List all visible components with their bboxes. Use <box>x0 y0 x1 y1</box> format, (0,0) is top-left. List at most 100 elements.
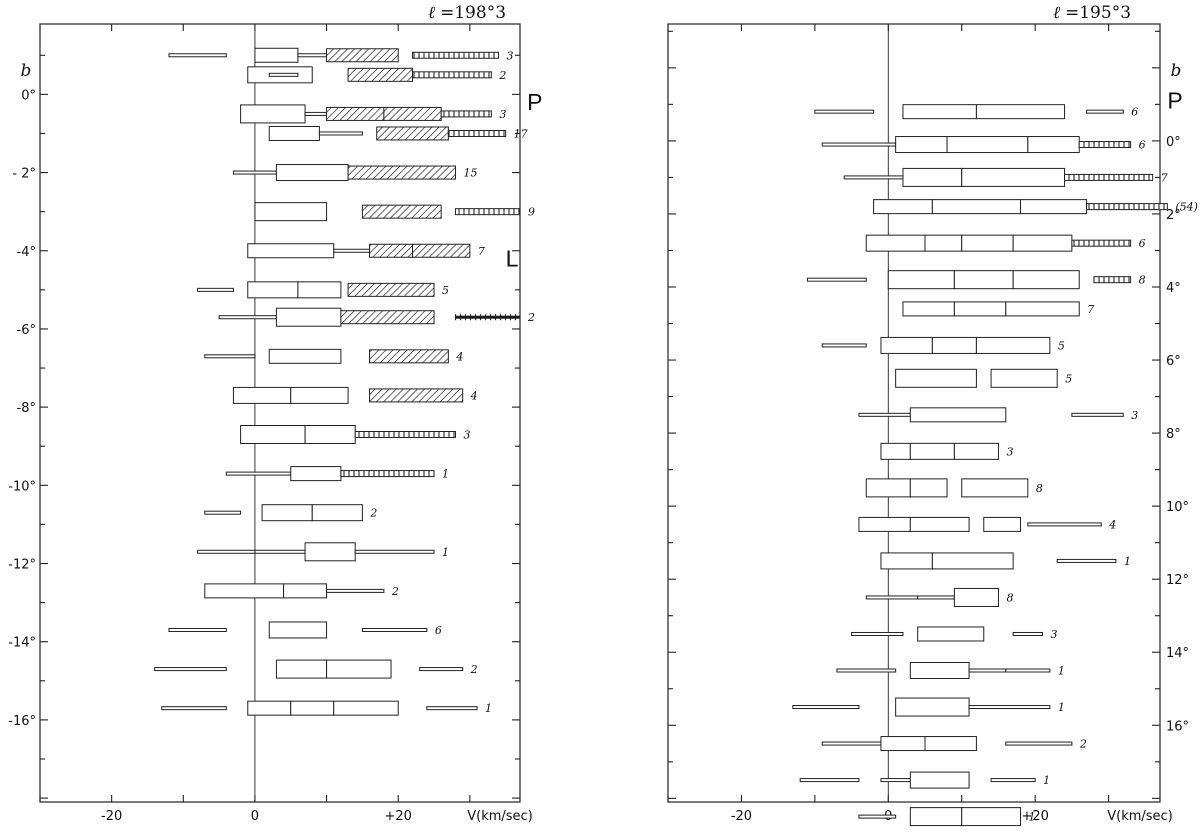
emission-component <box>297 53 328 58</box>
profile-row: 1 <box>836 662 1065 680</box>
emission-component <box>895 136 948 154</box>
emission-component <box>1027 136 1080 154</box>
row-count-label: 3 <box>1006 445 1013 458</box>
row-count-label: 2 <box>527 311 535 324</box>
emission-component <box>865 595 919 600</box>
emission-component <box>304 542 356 562</box>
emission-component <box>975 104 1066 120</box>
x-tick-label: -20 <box>731 809 752 824</box>
row-count-label: 2 <box>498 69 506 82</box>
profile-row: 9 <box>254 202 535 222</box>
title-symbol: ℓ <box>428 3 435 23</box>
y-tick-label: -6° <box>17 323 36 338</box>
annotation-P: P <box>1167 88 1182 114</box>
profile-row: 8 <box>807 270 1146 290</box>
emission-component <box>361 627 428 632</box>
emission-component <box>961 234 1014 252</box>
emission-component <box>880 778 911 783</box>
x-tick-label: -20 <box>101 809 122 824</box>
emission-component <box>895 368 977 388</box>
emission-component <box>440 110 492 118</box>
emission-component <box>304 425 356 445</box>
emission-component <box>1012 270 1080 290</box>
emission-component <box>1086 203 1168 211</box>
emission-component <box>268 621 328 639</box>
row-count-label: 7 <box>1161 171 1168 184</box>
row-count-label: 6 <box>1131 106 1138 119</box>
emission-component <box>990 368 1058 388</box>
emission-component <box>333 700 399 716</box>
emission-component <box>983 516 1021 532</box>
x-tick-label: +20 <box>384 809 411 824</box>
y-tick-label: 0° <box>21 88 36 103</box>
profile-row: 1 <box>792 697 1065 717</box>
x-axis-label: V(km/sec) <box>467 809 533 824</box>
profile-row: 5 <box>895 368 1072 388</box>
emission-component <box>1093 276 1132 284</box>
emission-component <box>419 667 464 672</box>
row-count-label: 1 <box>1058 701 1065 714</box>
emission-component <box>873 199 933 215</box>
emission-component <box>447 129 507 137</box>
profile-row: 1 <box>858 807 1035 827</box>
y-tick-label: 14° <box>1166 646 1189 661</box>
emission-component <box>924 736 977 752</box>
emission-component <box>311 504 363 522</box>
row-count-label: 9 <box>528 206 535 219</box>
emission-component <box>961 167 1066 187</box>
emission-component <box>412 243 471 258</box>
emission-component <box>924 234 963 252</box>
emission-component <box>865 234 926 252</box>
plot-frame <box>39 23 521 803</box>
row-count-label: 1 <box>442 468 449 481</box>
emission-component <box>909 662 970 680</box>
y-tick-label: 0° <box>1166 135 1181 150</box>
emission-component <box>931 199 1021 215</box>
profile-row: 3 <box>240 104 506 124</box>
emission-component <box>909 771 970 789</box>
row-count-label: 6 <box>1139 237 1146 250</box>
y-tick-label: - 2° <box>12 167 36 182</box>
emission-component <box>247 700 292 716</box>
row-count-label: 6 <box>435 624 442 637</box>
row-count-label: 7 <box>1087 303 1094 316</box>
profile-row: 3 <box>168 47 514 63</box>
emission-component <box>326 106 385 121</box>
profile-row: 2 <box>204 583 399 599</box>
profile-row: 2 <box>821 736 1087 752</box>
emission-component <box>968 705 1051 710</box>
row-count-label: 3 <box>1131 409 1138 422</box>
emission-component <box>953 301 1007 317</box>
emission-component <box>909 516 970 532</box>
emission-component <box>807 277 867 282</box>
emission-component <box>865 478 911 498</box>
profile-row: 1 <box>799 771 1050 789</box>
y-tick-label: 2° <box>1166 208 1181 223</box>
row-count-label: 8 <box>1006 591 1013 604</box>
row-count-label: 2 <box>391 585 399 598</box>
emission-component <box>880 552 933 570</box>
emission-component <box>1086 109 1124 114</box>
emission-component <box>154 667 227 672</box>
emission-component <box>902 167 963 187</box>
emission-component <box>1027 522 1102 527</box>
emission-component <box>232 170 277 175</box>
emission-component <box>254 202 328 222</box>
emission-component <box>851 631 904 636</box>
row-count-label: 4 <box>1108 518 1116 531</box>
row-count-label: 1 <box>485 702 492 715</box>
profile-row: 6 <box>814 104 1138 120</box>
emission-component <box>297 281 342 299</box>
row-count-label: 1 <box>1043 774 1050 787</box>
emission-component <box>1064 173 1154 181</box>
y-tick-label: 6° <box>1166 354 1181 369</box>
emission-component <box>369 388 464 403</box>
emission-component <box>1005 668 1051 673</box>
profile-row: 7 <box>247 243 485 259</box>
emission-component <box>412 71 492 79</box>
emission-component <box>909 807 963 827</box>
emission-component <box>1005 741 1073 746</box>
emission-component <box>240 104 306 124</box>
profile-row: 5 <box>821 336 1065 354</box>
profile-row: 2 <box>247 66 506 84</box>
